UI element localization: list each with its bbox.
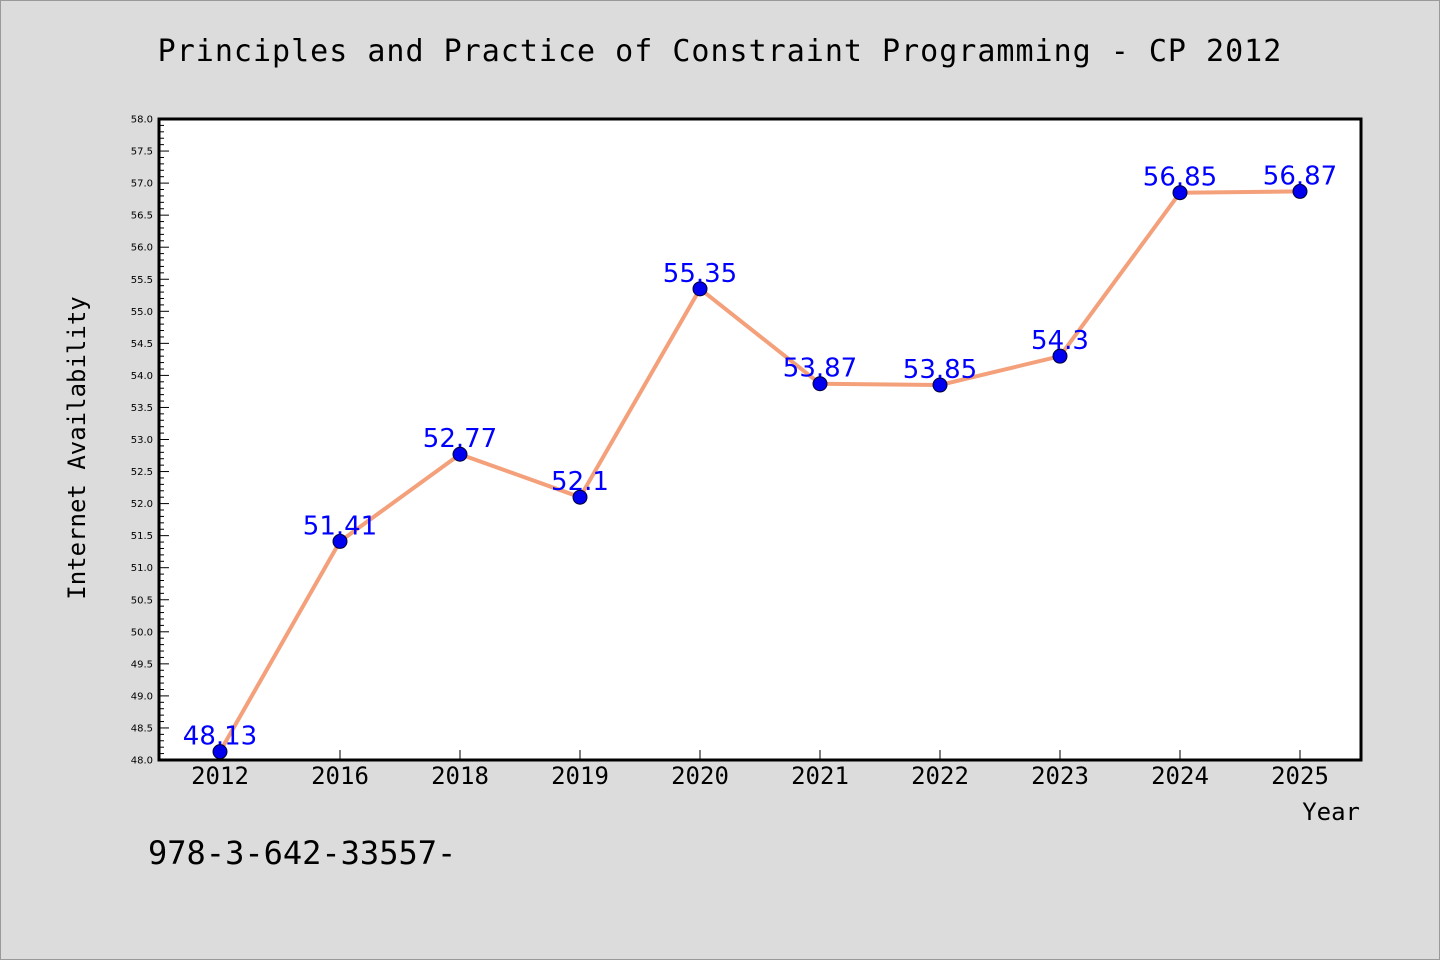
data-label: 48.13 xyxy=(183,722,257,752)
series-line xyxy=(218,189,1302,754)
data-label: 56.85 xyxy=(1143,163,1217,193)
y-tick-label: 50.0 xyxy=(131,627,153,638)
data-label: 53.87 xyxy=(783,354,857,384)
y-tick-label: 56.0 xyxy=(131,243,153,254)
data-point xyxy=(1172,185,1188,201)
y-tick-label: 54.5 xyxy=(131,339,153,350)
y-tick-label: 51.0 xyxy=(131,563,153,574)
data-label: 51.41 xyxy=(303,511,377,541)
y-tick-label: 53.5 xyxy=(131,403,153,414)
y-tick-label: 49.5 xyxy=(131,659,153,670)
y-tick-label: 48.0 xyxy=(131,756,153,767)
y-tick-label: 50.5 xyxy=(131,595,153,606)
data-point xyxy=(332,533,348,549)
x-tick-label: 2019 xyxy=(551,762,609,790)
y-tick-label: 57.0 xyxy=(131,179,153,190)
data-point xyxy=(1052,348,1068,364)
plot-area xyxy=(157,117,1363,762)
y-tick-label: 55.0 xyxy=(131,307,153,318)
y-axis-label: Internet Availability xyxy=(63,296,91,599)
x-tick-label: 2020 xyxy=(671,762,729,790)
y-tick-label: 53.0 xyxy=(131,435,153,446)
x-tick-label: 2012 xyxy=(191,762,249,790)
x-tick-label: 2018 xyxy=(431,762,489,790)
data-point xyxy=(212,744,228,760)
data-label: 53.85 xyxy=(903,355,977,385)
y-tick-label: 49.0 xyxy=(131,691,153,702)
y-tick-label: 52.5 xyxy=(131,467,153,478)
data-point xyxy=(1292,183,1308,199)
x-tick-label: 2023 xyxy=(1031,762,1089,790)
data-label: 54.3 xyxy=(1031,326,1089,356)
y-tick-label: 52.0 xyxy=(131,499,153,510)
x-tick-label: 2022 xyxy=(911,762,969,790)
data-label: 55.35 xyxy=(663,259,737,289)
y-tick-label: 48.5 xyxy=(131,723,153,734)
y-tick-label: 51.5 xyxy=(131,531,153,542)
x-tick-label: 2025 xyxy=(1271,762,1329,790)
y-tick-label: 56.5 xyxy=(131,211,153,222)
y-tick-label: 54.0 xyxy=(131,371,153,382)
data-point xyxy=(572,489,588,505)
y-tick-label: 55.5 xyxy=(131,275,153,286)
data-label: 52.77 xyxy=(423,424,497,454)
y-tick-label: 58.0 xyxy=(131,115,153,126)
chart-title: Principles and Practice of Constraint Pr… xyxy=(157,34,1283,69)
x-axis-label: Year xyxy=(1302,798,1360,826)
data-point xyxy=(692,281,708,297)
data-point xyxy=(932,377,948,393)
x-tick-label: 2021 xyxy=(791,762,849,790)
data-point xyxy=(452,446,468,462)
x-tick-label: 2016 xyxy=(311,762,369,790)
x-tick-label: 2024 xyxy=(1151,762,1209,790)
footnote-isbn: 978-3-642-33557- xyxy=(148,834,457,872)
data-label: 52.1 xyxy=(551,467,609,497)
y-tick-label: 57.5 xyxy=(131,147,153,158)
data-label: 56.87 xyxy=(1263,161,1337,191)
data-point xyxy=(812,376,828,392)
